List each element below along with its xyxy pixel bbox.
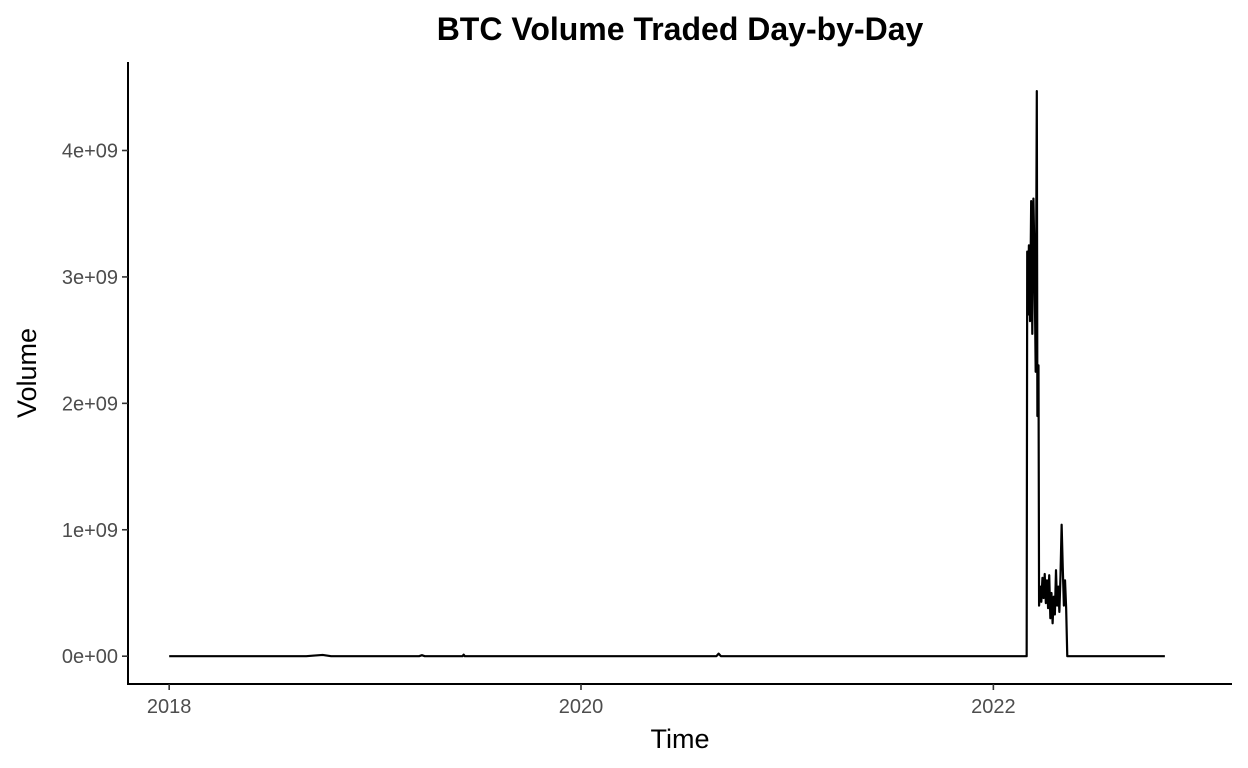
chart-title: BTC Volume Traded Day-by-Day: [437, 11, 924, 47]
y-tick-label: 0e+00: [62, 646, 118, 668]
x-tick-label: 2018: [147, 696, 192, 718]
y-tick-label: 2e+09: [62, 393, 118, 415]
volume-series-line: [169, 89, 1165, 658]
y-axis-label: Volume: [12, 328, 42, 418]
x-tick-label: 2020: [559, 696, 604, 718]
y-axis-ticks: 0e+00 1e+09 2e+09 3e+09 4e+09: [62, 140, 128, 668]
y-tick-label: 3e+09: [62, 267, 118, 289]
x-tick-label: 2022: [971, 696, 1016, 718]
y-tick-label: 1e+09: [62, 520, 118, 542]
x-axis-ticks: 2018 2020 2022: [147, 684, 1016, 718]
y-tick-label: 4e+09: [62, 140, 118, 162]
x-axis-label: Time: [651, 724, 710, 754]
